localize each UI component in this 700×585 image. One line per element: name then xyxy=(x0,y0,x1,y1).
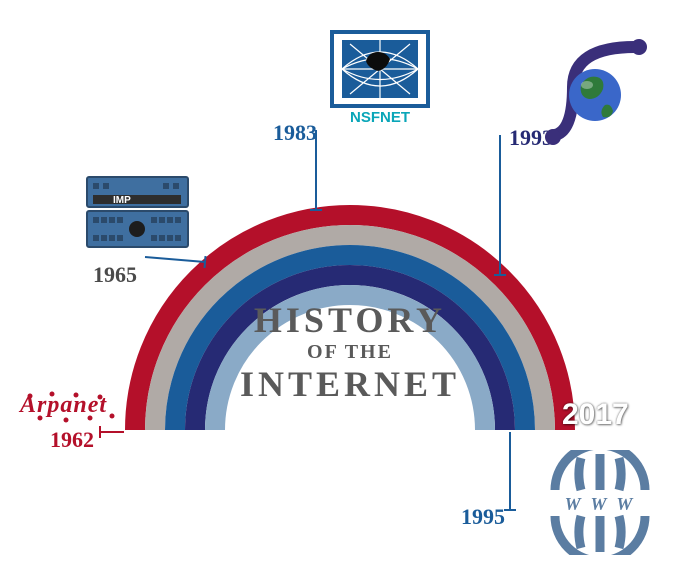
www-label: W W W xyxy=(565,494,636,514)
title-line-1: History xyxy=(0,300,700,341)
nsfnet-label: NSFNET xyxy=(350,109,410,125)
year-2017: 2017 xyxy=(562,398,629,432)
year-1983: 1983 xyxy=(273,120,317,146)
mosaic-icon xyxy=(535,35,655,155)
year-1995: 1995 xyxy=(461,504,505,530)
nsfnet-icon: NSFNET xyxy=(330,30,430,125)
www-icon: W W W xyxy=(545,450,655,555)
imp-label: IMP xyxy=(113,195,131,206)
year-1962: 1962 xyxy=(50,427,94,453)
nsfnet-svg: NSFNET xyxy=(330,30,430,125)
callout-1965 xyxy=(145,257,205,262)
imp-icon: IMP xyxy=(85,175,190,250)
imp-svg: IMP xyxy=(85,175,190,250)
title-line-2: of the xyxy=(0,341,700,364)
mosaic-svg xyxy=(535,35,655,155)
arpanet-dots xyxy=(18,388,128,428)
infographic-canvas: History of the Internet 1962 1965 1983 1… xyxy=(0,0,700,585)
year-1965: 1965 xyxy=(93,262,137,288)
www-svg: W W W xyxy=(545,450,655,555)
